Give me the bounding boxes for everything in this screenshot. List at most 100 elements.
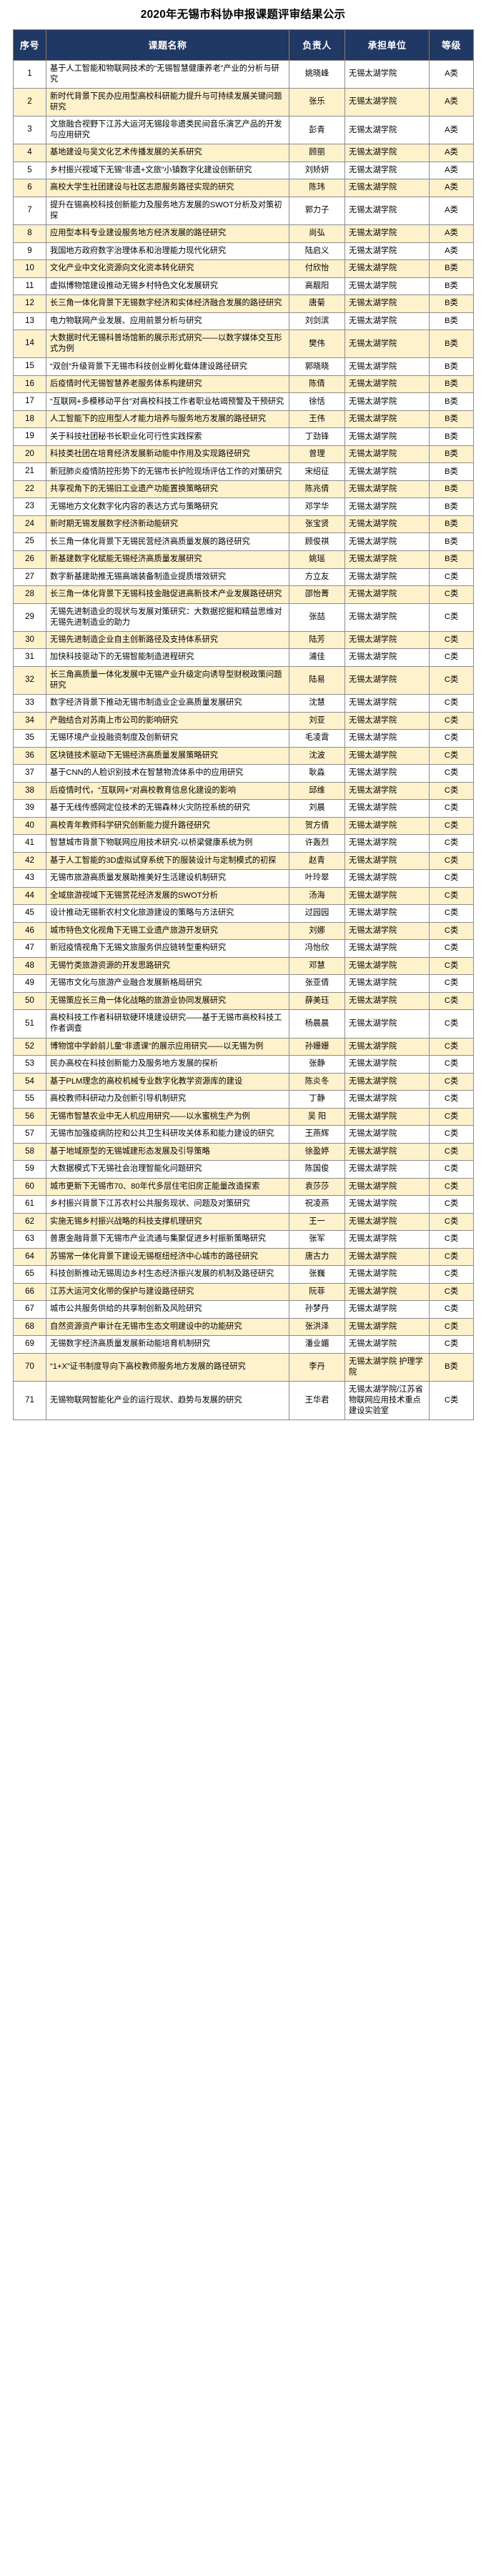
- cell-grade: C类: [429, 1160, 474, 1179]
- column-header-unit: 承担单位: [344, 29, 430, 61]
- table-row: 1 基于人工智能和物联网技术的“无锡智慧健康养老”产业的分析与研究 姚晓峰 无锡太湖学…: [13, 59, 474, 89]
- cell-seq: 31: [13, 648, 46, 667]
- cell-unit: 无锡太湖学院: [344, 445, 430, 464]
- cell-grade: C类: [429, 956, 474, 976]
- cell-seq: 27: [13, 568, 46, 587]
- cell-unit: 无锡太湖学院: [344, 1247, 430, 1267]
- cell-title: 无锡策应长三角一体化战略的旅游业协同发展研究: [46, 991, 289, 1011]
- cell-grade: A类: [429, 161, 474, 180]
- table-row: 29 无锡先进制造业的现状与发展对策研究：大数据挖掘和精益思维对无锡先进制造业的助…: [13, 603, 474, 632]
- cell-unit: 无锡太湖学院: [344, 196, 430, 226]
- cell-person: 袁莎莎: [289, 1177, 345, 1197]
- cell-seq: 68: [13, 1317, 46, 1337]
- cell-person: 邵怡菁: [289, 585, 345, 604]
- table-row: 71 无锡物联网智能化产业的运行现状、趋势与发展的研究 王华君 无锡太湖学院/江苏省物…: [13, 1381, 474, 1421]
- table-row: 31 加快科技驱动下的无锡智能制造进程研究 浦佳 无锡太湖学院 C类: [13, 648, 474, 667]
- public-notice-page: 2020年无锡市科协申报课题评审结果公示 序号 课题名称 负责人 承担单位 等级…: [13, 9, 474, 1421]
- table-row: 60 城市更新下无锡市70、80年代多层住宅旧房正能量改造探索 袁莎莎 无锡太湖学院 C…: [13, 1177, 474, 1197]
- cell-grade: A类: [429, 196, 474, 226]
- cell-grade: C类: [429, 630, 474, 650]
- cell-grade: C类: [429, 1317, 474, 1337]
- cell-person: 祝凌燕: [289, 1195, 345, 1214]
- table-row: 3 文旅融合视野下江苏大运河无锡段非遗类民间音乐演艺产品的开发与应用研究 彭青 无锡太…: [13, 116, 474, 145]
- cell-seq: 63: [13, 1230, 46, 1249]
- cell-title: 区块链技术驱动下无锡经济高质量发展策略研究: [46, 746, 289, 766]
- cell-grade: B类: [429, 410, 474, 429]
- cell-unit: 无锡太湖学院: [344, 711, 430, 730]
- cell-person: 潘业媚: [289, 1335, 345, 1354]
- cell-grade: C类: [429, 1282, 474, 1302]
- cell-title: 无锡市智慧农业中无人机应用研究——以水蜜桃生产为例: [46, 1107, 289, 1126]
- cell-unit: 无锡太湖学院: [344, 1335, 430, 1354]
- cell-grade: B类: [429, 515, 474, 534]
- cell-unit: 无锡太湖学院: [344, 1265, 430, 1284]
- cell-person: 王华君: [289, 1381, 345, 1421]
- cell-unit: 无锡太湖学院: [344, 1107, 430, 1126]
- column-header-grade: 等级: [429, 29, 474, 61]
- cell-title: 无锡市文化与旅游产业融合发展新格局研究: [46, 974, 289, 993]
- table-row: 67 城市公共服务供给的共享制创新及风险研究 孙梦丹 无锡太湖学院 C类: [13, 1300, 474, 1319]
- cell-title: 无锡数字经济高质量发展新动能培育机制研究: [46, 1335, 289, 1354]
- cell-person: 丁劲锋: [289, 427, 345, 446]
- cell-seq: 9: [13, 242, 46, 261]
- cell-seq: 54: [13, 1072, 46, 1091]
- table-row: 40 高校青年教师科学研究创新能力提升路径研究 贺方倩 无锡太湖学院 C类: [13, 816, 474, 836]
- cell-grade: B类: [429, 497, 474, 516]
- cell-person: 陆易: [289, 665, 345, 695]
- cell-person: 邓慧: [289, 956, 345, 976]
- cell-person: 顾俊祺: [289, 532, 345, 551]
- cell-seq: 51: [13, 1009, 46, 1039]
- cell-title: 博物馆中学龄前儿童“非遗课”的展示应用研究——以无锡为例: [46, 1037, 289, 1056]
- table-row: 56 无锡市智慧农业中无人机应用研究——以水蜜桃生产为例吴 阳无锡太湖学院 C类: [13, 1107, 474, 1126]
- cell-person: 许轰烈: [289, 834, 345, 853]
- table-row: 5 乡村振兴视域下无锡“非遗+文旅”小镇数字化建设创新研究 刘矫妍 无锡太湖学院 A类: [13, 161, 474, 180]
- cell-person: 郭晓晓: [289, 357, 345, 376]
- cell-unit: 无锡太湖学院: [344, 357, 430, 376]
- cell-title: 提升在锡高校科技创新能力及服务地方发展的SWOT分析及对策初探: [46, 196, 289, 226]
- table-row: 16 后疫情时代无锡智慧养老服务体系构建研究 陈倩 无锡太湖学院 B类: [13, 375, 474, 394]
- cell-person: 过园园: [289, 904, 345, 923]
- cell-seq: 36: [13, 746, 46, 766]
- cell-unit: 无锡太湖学院: [344, 59, 430, 89]
- cell-person: 刘亚: [289, 711, 345, 730]
- cell-grade: A类: [429, 242, 474, 261]
- cell-seq: 10: [13, 259, 46, 278]
- cell-person: 张乐: [289, 87, 345, 117]
- cell-grade: C类: [429, 921, 474, 941]
- cell-seq: 24: [13, 515, 46, 534]
- cell-unit: 无锡太湖学院: [344, 392, 430, 411]
- cell-grade: C类: [429, 1212, 474, 1232]
- cell-unit: 无锡太湖学院: [344, 1230, 430, 1249]
- table-row: 51 高校科技工作者科研软硬环境建设研究——基于无锡市高校科技工作者调查 杨晨晨 无锡…: [13, 1009, 474, 1039]
- cell-unit: 无锡太湖学院: [344, 410, 430, 429]
- cell-person: 樊伟: [289, 330, 345, 359]
- cell-title: 电力物联网产业发展、应用前景分析与研究: [46, 312, 289, 331]
- cell-unit: 无锡太湖学院: [344, 974, 430, 993]
- cell-person: 孙梦丹: [289, 1300, 345, 1319]
- cell-person: 张亚倩: [289, 974, 345, 993]
- cell-grade: A类: [429, 224, 474, 243]
- cell-seq: 53: [13, 1055, 46, 1074]
- cell-seq: 46: [13, 921, 46, 941]
- cell-person: 叶玲翠: [289, 869, 345, 888]
- cell-seq: 28: [13, 585, 46, 604]
- table-row: 52 博物馆中学龄前儿童“非遗课”的展示应用研究——以无锡为例 孙姗姗 无锡太湖学院 C…: [13, 1037, 474, 1056]
- cell-title: 实施无锡乡村振兴战略的科技支撑机理研究: [46, 1212, 289, 1232]
- table-body: 1 基于人工智能和物联网技术的“无锡智慧健康养老”产业的分析与研究 姚晓峰 无锡太湖学…: [13, 59, 474, 1421]
- cell-unit: 无锡太湖学院: [344, 1037, 430, 1056]
- cell-grade: B类: [429, 330, 474, 359]
- cell-seq: 44: [13, 886, 46, 906]
- cell-person: 徐盈婷: [289, 1142, 345, 1161]
- cell-unit: 无锡太湖学院: [344, 480, 430, 499]
- cell-person: 张巍: [289, 1265, 345, 1284]
- cell-person: 顾丽: [289, 144, 345, 162]
- cell-person: 陈炎冬: [289, 1072, 345, 1091]
- cell-grade: C类: [429, 816, 474, 836]
- cell-grade: C类: [429, 799, 474, 818]
- table-row: 45 设计推动无锡新农村文化旅游建设的策略与方法研究 过园园 无锡太湖学院 C类: [13, 904, 474, 923]
- cell-title: 文旅融合视野下江苏大运河无锡段非遗类民间音乐演艺产品的开发与应用研究: [46, 116, 289, 145]
- cell-seq: 47: [13, 939, 46, 958]
- table-row: 38 后疫情时代，“互联网+”对高校教育信息化建设的影响 邱维 无锡太湖学院 C类: [13, 781, 474, 801]
- cell-title: 高校科技工作者科研软硬环境建设研究——基于无锡市高校科技工作者调查: [46, 1009, 289, 1039]
- table-header-row: 序号 课题名称 负责人 承担单位 等级: [13, 29, 474, 61]
